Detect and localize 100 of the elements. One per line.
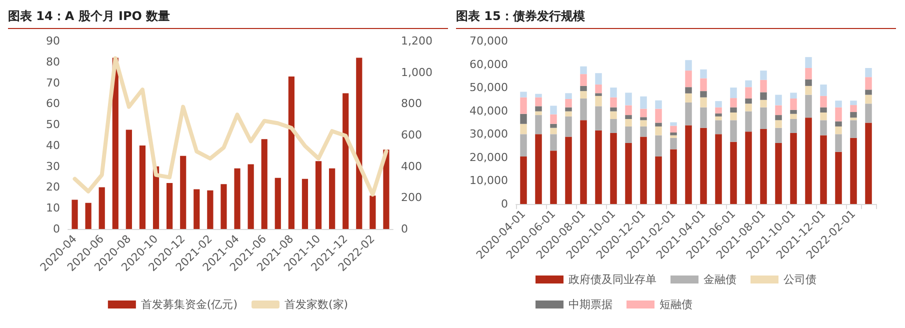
bar <box>790 119 797 133</box>
y2-tick-label: 1,000 <box>401 66 432 79</box>
bar <box>865 122 872 204</box>
bar <box>670 138 677 150</box>
bar <box>655 122 662 126</box>
bar <box>820 112 827 120</box>
bar <box>805 94 812 118</box>
bar <box>565 93 572 99</box>
bar <box>248 164 254 229</box>
y-tick-label: 20 <box>46 180 60 194</box>
bar <box>610 88 617 98</box>
bar <box>610 132 617 204</box>
bar <box>865 68 872 78</box>
bar <box>535 134 542 204</box>
bar <box>700 97 707 108</box>
bar <box>535 106 542 112</box>
bar <box>790 110 797 114</box>
bar <box>72 200 78 229</box>
bar <box>730 120 737 142</box>
bar <box>865 94 872 104</box>
bar <box>520 124 527 134</box>
bar <box>775 105 782 116</box>
bar <box>700 69 707 78</box>
bar <box>625 105 632 116</box>
bar <box>640 96 647 109</box>
line-series <box>72 56 388 197</box>
bar <box>550 128 557 134</box>
bar <box>610 97 617 108</box>
y-tick-label: 40,000 <box>470 104 508 118</box>
y-tick-label: 50 <box>46 118 60 132</box>
bar <box>595 96 602 106</box>
bar <box>685 60 692 71</box>
bar <box>670 126 677 133</box>
bar <box>790 98 797 110</box>
bar <box>805 86 812 95</box>
bar <box>550 106 557 114</box>
bar <box>535 97 542 106</box>
bar <box>850 138 857 204</box>
bar <box>655 108 662 123</box>
bar <box>356 58 362 229</box>
bar <box>820 135 827 204</box>
bar <box>715 113 722 116</box>
bar <box>730 112 737 120</box>
bar <box>610 107 617 112</box>
bar <box>625 126 632 143</box>
bar <box>805 79 812 86</box>
bar <box>520 92 527 98</box>
bar <box>288 76 294 229</box>
bar <box>535 111 542 116</box>
bar <box>595 84 602 94</box>
bar <box>640 126 647 137</box>
bar <box>383 150 390 229</box>
y-tick-label: 70 <box>46 76 60 90</box>
bar <box>730 107 737 112</box>
bar <box>180 156 186 229</box>
bar <box>670 132 677 136</box>
bar <box>520 114 527 124</box>
bar <box>835 152 842 204</box>
bar <box>655 156 662 204</box>
bar <box>670 149 677 204</box>
bar <box>760 80 767 92</box>
bar <box>565 107 572 112</box>
y-tick-label: 70,000 <box>470 34 508 48</box>
bar <box>820 96 827 108</box>
y2-tick-label: 200 <box>401 191 422 204</box>
bar <box>715 134 722 204</box>
bar <box>730 88 737 98</box>
legend-label: 首发家数(家) <box>284 298 348 311</box>
bar <box>640 108 647 118</box>
y2-tick-label: 0 <box>401 222 408 236</box>
bar <box>715 101 722 108</box>
bar <box>850 105 857 112</box>
bar <box>745 111 752 132</box>
legend-label: 中期票据 <box>568 298 612 311</box>
bar <box>565 136 572 204</box>
bar <box>580 98 587 120</box>
bar <box>342 93 349 229</box>
bar <box>745 104 752 112</box>
legend-label: 短融债 <box>660 298 692 311</box>
bar <box>98 187 105 229</box>
bar <box>520 97 527 114</box>
bar <box>745 80 752 88</box>
bar <box>640 117 647 120</box>
y-tick-label: 30,000 <box>470 128 508 141</box>
y2-tick-label: 800 <box>401 97 422 110</box>
bar <box>685 70 692 88</box>
bar <box>790 132 797 204</box>
bar <box>565 98 572 108</box>
y-tick-label: 50,000 <box>470 81 508 94</box>
bar <box>835 134 842 152</box>
bar <box>865 104 872 123</box>
bar <box>700 128 707 204</box>
bar <box>580 91 587 99</box>
y-tick-label: 60 <box>46 97 60 110</box>
bar <box>520 156 527 204</box>
bar <box>685 87 692 94</box>
bar <box>685 125 692 204</box>
bar <box>670 122 677 126</box>
bar <box>670 135 677 138</box>
y-tick-label: 10 <box>46 202 60 215</box>
